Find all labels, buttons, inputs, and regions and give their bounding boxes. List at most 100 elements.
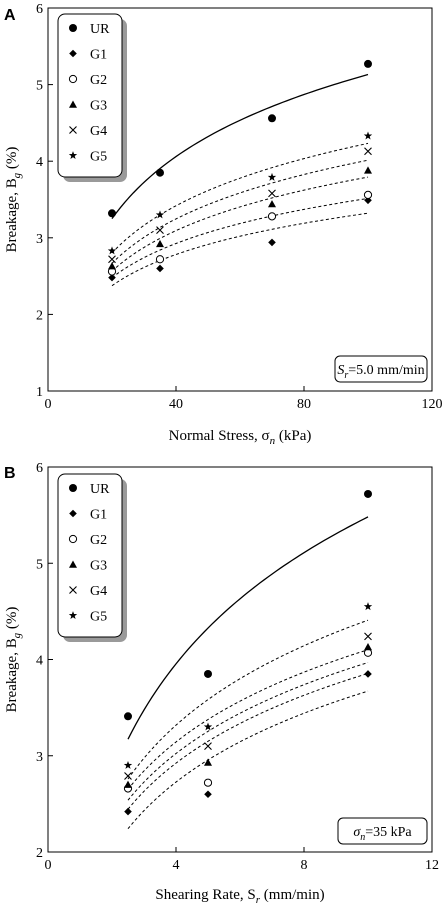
condition-sub: n (360, 832, 365, 843)
panel-a: A 0 40 80 120 1 2 3 4 5 6 Normal Stress, σn (kPa) Br… (4, 2, 443, 447)
fit-curve-g5 (127, 619, 369, 780)
data-point-ur (124, 712, 132, 721)
legend-marker-ur (69, 484, 77, 492)
data-point-g1 (364, 196, 372, 205)
legend-marker-g5 (68, 151, 78, 160)
fit-curve-g4 (127, 649, 369, 790)
plot-frame (47, 7, 433, 392)
data-point-g3 (364, 166, 372, 174)
legend-label-g3: G3 (90, 559, 107, 574)
legend-label-g5: G5 (90, 150, 107, 165)
data-point-g1 (364, 670, 372, 678)
legend-label-ur: UR (90, 482, 110, 497)
data-point-g2 (267, 212, 277, 221)
legend-marker-g3 (69, 560, 77, 568)
legend-label-g4: G4 (90, 124, 107, 139)
data-point-g1 (108, 273, 116, 282)
data-point-g5 (267, 172, 277, 181)
data-point-g5 (155, 210, 165, 219)
condition-value: =5.0 mm/min (348, 363, 424, 378)
data-point-g5 (203, 722, 213, 731)
legend-label-ur: UR (90, 22, 110, 37)
fit-curve-g2 (127, 672, 369, 810)
x-axis-label-unit: (mm/min) (260, 887, 325, 903)
condition-label: σn=35 kPa (353, 825, 412, 843)
y-tick-label: 2 (36, 308, 43, 323)
x-tick-label: 80 (297, 397, 311, 412)
fit-curve-g5 (111, 142, 369, 254)
data-point-g5 (363, 602, 373, 611)
legend-marker-g4 (69, 126, 77, 134)
condition-box (334, 355, 428, 383)
data-point-ur (268, 114, 276, 123)
x-axis-label: Normal Stress, σn (kPa) (169, 428, 312, 447)
data-point-g1 (124, 807, 132, 816)
legend-label-g3: G3 (90, 99, 107, 114)
data-point-ur (204, 669, 212, 678)
y-tick-label: 5 (36, 557, 43, 572)
data-point-g4 (364, 147, 372, 156)
x-axis-label-sub: r (256, 894, 261, 906)
x-tick-label: 40 (169, 397, 183, 412)
y-axis-label-sub: g (11, 632, 23, 638)
data-point-g5 (123, 760, 133, 769)
data-point-g3 (108, 262, 116, 270)
fit-curve-g1 (111, 212, 369, 287)
legend-label-g1: G1 (90, 48, 107, 63)
fit-curve-ur (111, 73, 369, 220)
legend-marker-g4 (69, 586, 77, 594)
y-tick-label: 4 (36, 654, 43, 669)
data-point-g4 (268, 189, 276, 198)
y-tick-label: 6 (36, 2, 43, 17)
data-point-ur (156, 168, 164, 177)
data-point-g2 (363, 190, 373, 200)
data-point-g3 (156, 239, 164, 248)
y-tick-label: 1 (36, 385, 43, 400)
legend-marker-g5 (68, 611, 78, 620)
fit-curve-g1 (127, 690, 369, 830)
data-point-ur (364, 59, 372, 68)
legend-marker-g2 (68, 534, 78, 544)
condition-box (337, 817, 428, 845)
y-tick-label: 2 (36, 846, 43, 861)
condition-value: =35 kPa (365, 825, 412, 840)
data-point-g4 (364, 632, 372, 641)
data-point-g2 (203, 778, 213, 787)
fit-curve-g2 (111, 197, 369, 278)
x-axis-label-sub: n (270, 435, 276, 447)
y-tick-label: 6 (36, 461, 43, 476)
y-axis-label-sub: g (11, 172, 23, 178)
data-point-g2 (363, 648, 373, 657)
y-axis-label-unit: (%) (4, 147, 20, 173)
x-axis-label-main: Shearing Rate, S (155, 887, 255, 903)
x-axis-label: Shearing Rate, Sr (mm/min) (155, 887, 324, 906)
legend-label-g2: G2 (90, 533, 107, 548)
data-point-g3 (124, 780, 132, 788)
data-point-ur (364, 489, 372, 498)
data-point-g3 (268, 200, 276, 208)
fit-curve-g4 (111, 159, 369, 264)
condition-label: Sr=5.0 mm/min (337, 363, 424, 381)
panel-label: B (4, 465, 16, 482)
data-point-g4 (108, 255, 116, 264)
x-axis-label-unit: (kPa) (275, 428, 311, 444)
fit-curve-g3 (111, 176, 369, 272)
condition-sub: r (344, 370, 348, 381)
legend-label-g4: G4 (90, 584, 107, 599)
x-tick-label: 12 (425, 858, 439, 873)
legend-marker-ur (69, 24, 77, 32)
data-point-g1 (204, 790, 212, 799)
y-tick-label: 3 (36, 232, 43, 247)
data-point-g5 (363, 131, 373, 140)
x-tick-label: 120 (422, 397, 443, 412)
data-point-g4 (124, 772, 132, 780)
x-tick-label: 4 (173, 858, 180, 873)
y-axis-label: Breakage, Bg (%) (4, 607, 23, 713)
y-tick-label: 4 (36, 155, 43, 170)
x-tick-label: 0 (45, 858, 52, 873)
x-axis-label-main: Normal Stress, σ (169, 428, 270, 444)
data-point-g4 (204, 742, 212, 751)
data-point-g4 (156, 226, 164, 235)
legend-label-g5: G5 (90, 610, 107, 625)
